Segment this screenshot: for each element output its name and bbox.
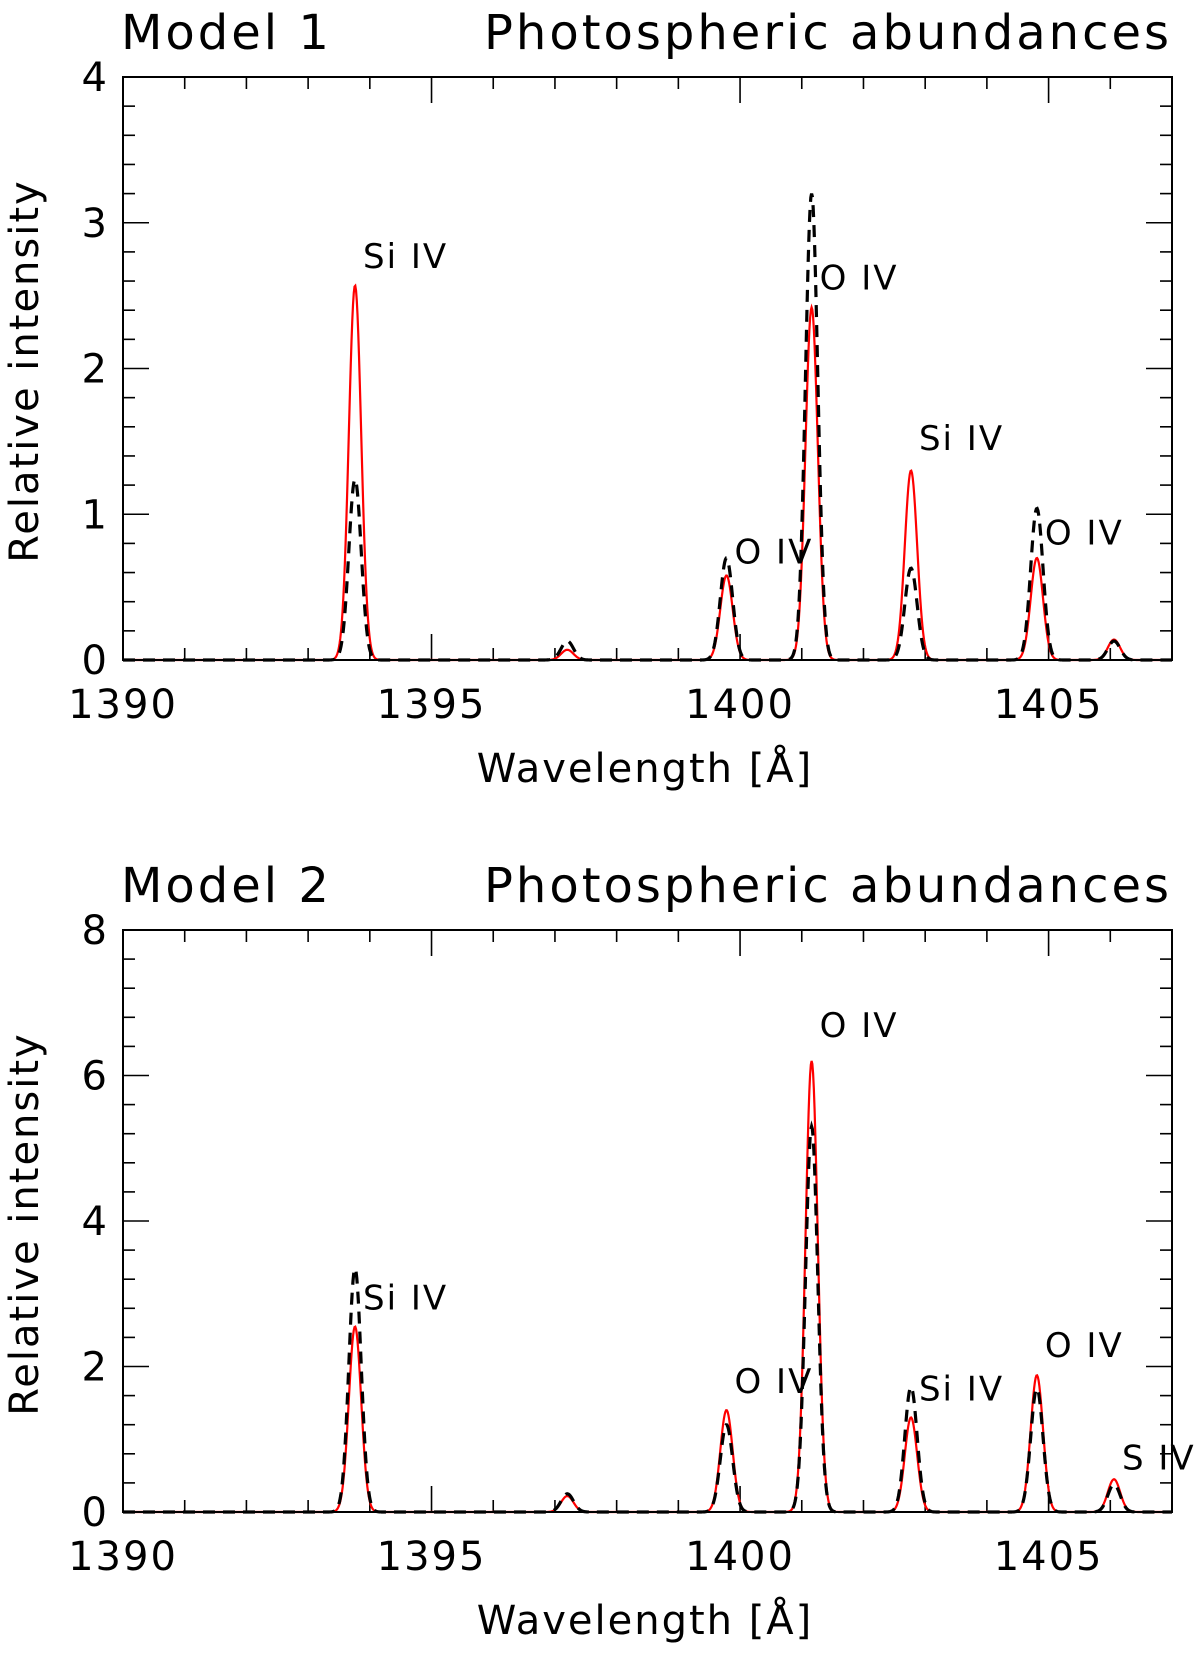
panel-2-title-left: Model 2 xyxy=(121,858,332,914)
x-tick-label: 1405 xyxy=(994,682,1104,728)
line-annotation: O IV xyxy=(820,1006,899,1046)
y-tick-label: 2 xyxy=(82,347,109,393)
y-tick-label: 6 xyxy=(82,1054,109,1100)
line-annotation: Si IV xyxy=(919,1370,1004,1410)
series-black-dashed xyxy=(123,193,1172,662)
x-tick-label: 1400 xyxy=(685,1534,795,1580)
series-red-solid xyxy=(123,1060,1172,1514)
plot-frame xyxy=(122,929,1173,1513)
line-annotation: O IV xyxy=(734,533,813,573)
panel-1-title-left: Model 1 xyxy=(121,5,332,61)
panel-model-1: Model 1 Photospheric abundances 1390 1395… xyxy=(2,5,1173,792)
y-tick-label: 2 xyxy=(82,1345,109,1391)
y-tick-label: 0 xyxy=(82,1490,109,1536)
panel-2-y-axis-label: Relative intensity xyxy=(2,1032,48,1415)
line-annotation: Si IV xyxy=(919,419,1004,459)
x-tick-label: 1390 xyxy=(68,1534,178,1580)
panel-2-title-right: Photospheric abundances xyxy=(484,858,1172,914)
y-tick-label: 3 xyxy=(82,201,109,247)
x-tick-label: 1390 xyxy=(68,682,178,728)
panel-1-y-axis-label: Relative intensity xyxy=(2,179,48,562)
line-annotation: Si IV xyxy=(363,1279,448,1319)
panel-2-plot: 1390 1395 1400 1405 0 2 4 6 8 Si IV O IV O IV Si IV O… xyxy=(68,908,1196,1580)
y-tick-label: 0 xyxy=(82,638,109,684)
line-annotation: O IV xyxy=(820,259,899,299)
x-tick-label: 1400 xyxy=(685,682,795,728)
line-annotation: O IV xyxy=(1045,1326,1124,1366)
y-tick-label: 4 xyxy=(82,1199,109,1245)
series-red-solid xyxy=(123,283,1172,662)
series-black-dashed xyxy=(123,1120,1172,1514)
line-annotation: S IV xyxy=(1122,1439,1196,1479)
y-tick-label: 4 xyxy=(82,55,109,101)
panel-model-2: Model 2 Photospheric abundances 1390 1395… xyxy=(2,858,1196,1644)
panel-1-plot: 1390 1395 1400 1405 0 1 2 3 4 Si IV O IV O IV Si IV O… xyxy=(68,55,1173,728)
panel-2-x-axis-label: Wavelength [Å] xyxy=(477,1596,814,1644)
y-tick-label: 1 xyxy=(82,492,109,538)
panel-1-x-axis-label: Wavelength [Å] xyxy=(477,744,814,792)
line-annotation: O IV xyxy=(1045,514,1124,554)
plot-frame xyxy=(122,76,1173,661)
x-tick-label: 1395 xyxy=(377,1534,487,1580)
line-annotation: Si IV xyxy=(363,237,448,277)
y-tick-label: 8 xyxy=(82,908,109,954)
x-tick-label: 1395 xyxy=(377,682,487,728)
line-annotation: O IV xyxy=(734,1362,813,1402)
x-tick-label: 1405 xyxy=(994,1534,1104,1580)
panel-1-title-right: Photospheric abundances xyxy=(484,5,1172,61)
